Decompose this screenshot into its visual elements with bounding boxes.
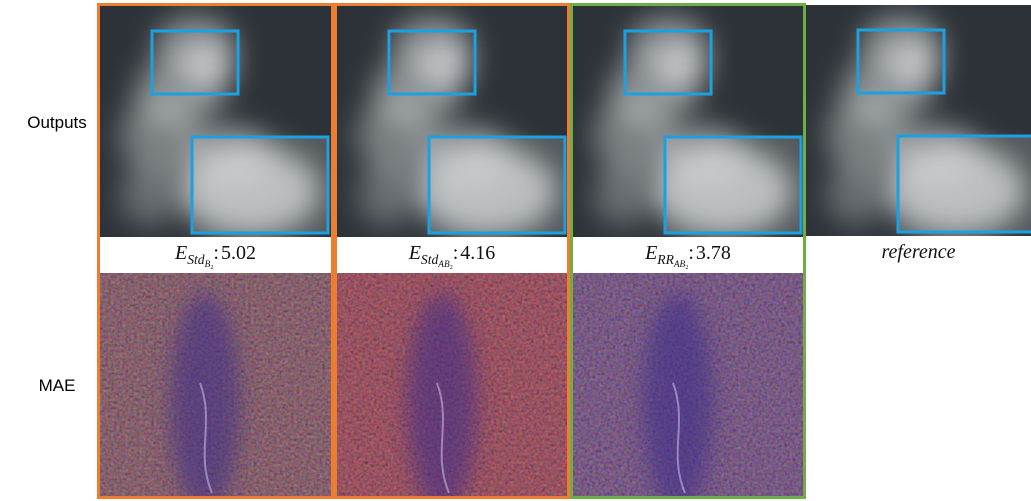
column: EStdAB2:4.16: [334, 3, 570, 499]
zoom-box: [898, 136, 1031, 232]
mae-image: [337, 273, 567, 496]
figure: Outputs MAE EStdB2:5.02EStdAB2:4.16ERRAB…: [0, 0, 1031, 501]
subscript-text: Std: [421, 252, 438, 267]
subscript: RRAB2: [657, 252, 688, 267]
column: reference: [806, 5, 1031, 305]
smoke-cloud: [593, 166, 653, 226]
subscript: StdB2: [187, 252, 213, 267]
subscript: 2: [450, 264, 453, 271]
separator: :: [453, 242, 459, 264]
error-symbol: E: [645, 242, 657, 264]
subscript-text: AB: [438, 259, 449, 269]
subscript: AB2: [674, 259, 688, 269]
zoom-box: [192, 137, 328, 233]
column: ERRAB2:3.78: [570, 3, 806, 499]
error-symbol: E: [175, 242, 187, 264]
page: Outputs and MAE comparison {"row_labels"…: [0, 0, 1031, 501]
error-value: 3.78: [696, 242, 731, 264]
column: EStdB2:5.02: [97, 3, 334, 499]
zoom-box: [665, 137, 801, 233]
subscript-text: RR: [657, 252, 674, 267]
smoke-cloud: [120, 166, 180, 226]
subscript-index: 2: [450, 264, 453, 271]
error-value: 4.16: [460, 242, 495, 264]
subscript: 2: [685, 264, 688, 271]
smoke-cloud: [891, 40, 941, 90]
subscript-index: 2: [210, 264, 213, 271]
caption: ERRAB2:3.78: [573, 242, 803, 268]
subscript-text: AB: [674, 259, 685, 269]
mae-image: [573, 273, 803, 496]
smoke-cloud: [357, 166, 417, 226]
subscript: StdAB2: [421, 252, 453, 267]
subscript: AB2: [438, 259, 452, 269]
output-image: [806, 5, 1031, 236]
subscript-index: 2: [685, 264, 688, 271]
separator: :: [213, 242, 219, 264]
error-value: 5.02: [221, 242, 256, 264]
smoke-cloud: [658, 41, 708, 91]
subscript-text: Std: [187, 252, 204, 267]
zoom-box: [429, 137, 565, 233]
smoke-cloud: [826, 165, 886, 225]
error-symbol: E: [409, 242, 421, 264]
caption: EStdAB2:4.16: [337, 242, 567, 268]
output-image: [100, 6, 331, 237]
output-image: [573, 6, 803, 237]
caption: reference: [806, 241, 1031, 264]
subscript: 2: [210, 264, 213, 271]
smoke-cloud: [185, 41, 235, 91]
caption-text: reference: [881, 241, 955, 263]
caption: EStdB2:5.02: [100, 242, 331, 268]
separator: :: [688, 242, 694, 264]
output-image: [337, 6, 567, 237]
mae-image: [100, 273, 331, 496]
smoke-cloud: [422, 41, 472, 91]
